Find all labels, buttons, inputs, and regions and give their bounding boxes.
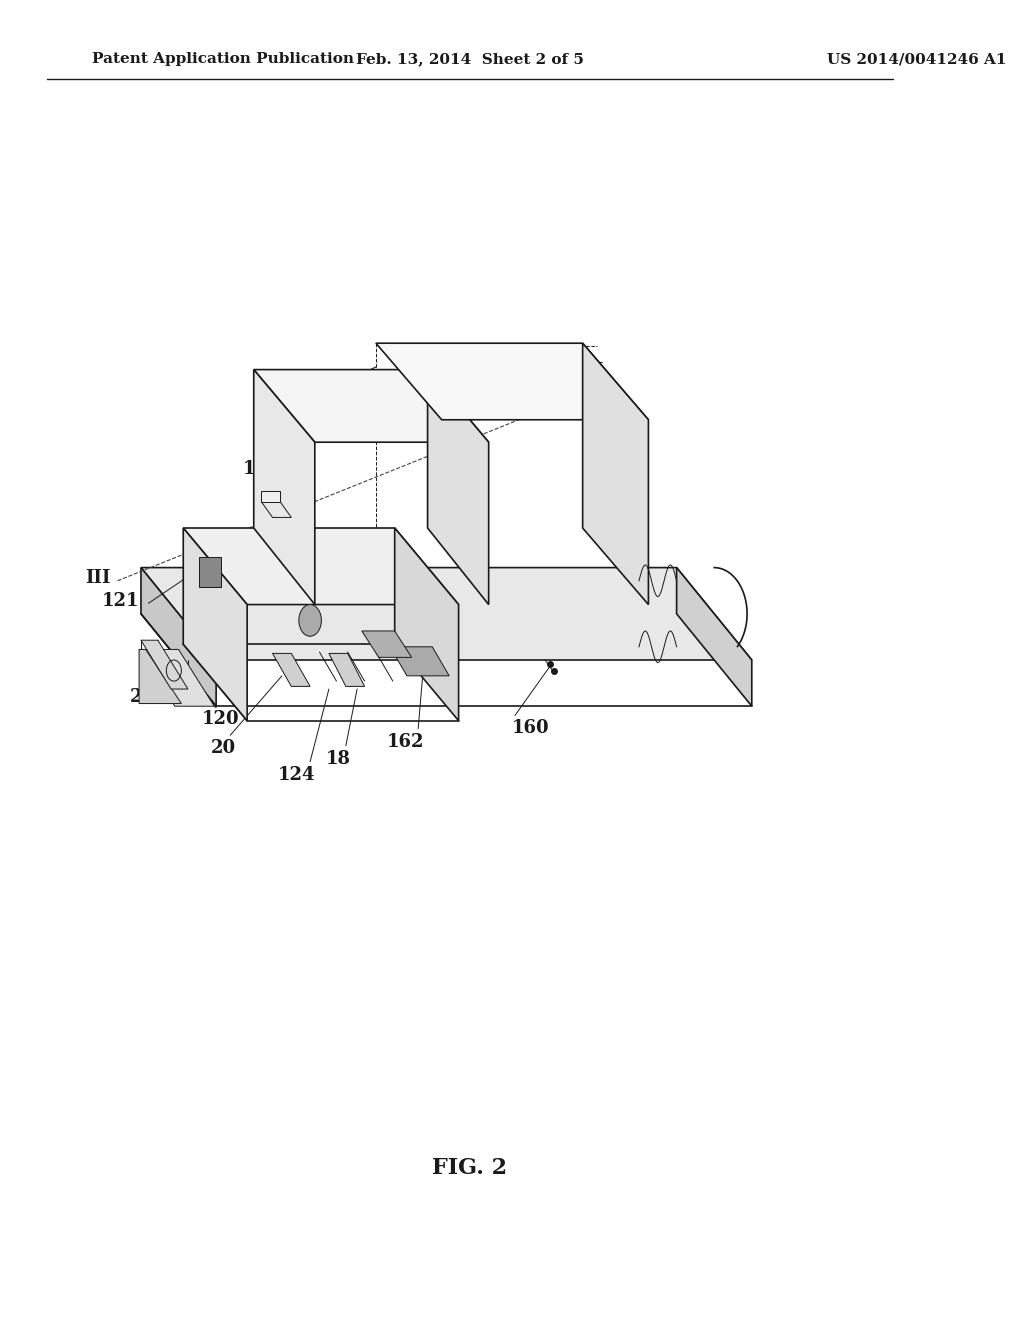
Polygon shape	[361, 631, 412, 657]
Text: 124: 124	[278, 766, 314, 784]
Text: 14: 14	[243, 459, 268, 478]
Polygon shape	[183, 528, 247, 721]
Text: III: III	[578, 362, 603, 380]
Polygon shape	[394, 528, 459, 721]
Polygon shape	[141, 568, 216, 706]
Text: 18: 18	[326, 750, 351, 768]
Text: 162: 162	[387, 733, 425, 751]
Text: 121: 121	[101, 591, 139, 610]
Circle shape	[299, 605, 322, 636]
Polygon shape	[272, 653, 310, 686]
Polygon shape	[583, 343, 648, 605]
Text: III: III	[85, 569, 111, 587]
Text: Patent Application Publication: Patent Application Publication	[92, 53, 354, 66]
Polygon shape	[141, 568, 752, 660]
Polygon shape	[200, 557, 221, 587]
Text: 20: 20	[211, 739, 237, 758]
Polygon shape	[141, 640, 188, 689]
Polygon shape	[261, 502, 291, 517]
Text: 160: 160	[512, 719, 550, 738]
Polygon shape	[329, 653, 365, 686]
Polygon shape	[183, 528, 459, 605]
Polygon shape	[376, 343, 648, 420]
Polygon shape	[254, 370, 488, 442]
Polygon shape	[261, 491, 280, 502]
Polygon shape	[139, 649, 181, 704]
Text: US 2014/0041246 A1: US 2014/0041246 A1	[827, 53, 1007, 66]
Text: 120: 120	[202, 710, 240, 729]
Polygon shape	[677, 568, 752, 706]
Text: 22: 22	[130, 688, 155, 706]
Polygon shape	[390, 647, 450, 676]
Text: 16: 16	[428, 343, 453, 362]
Text: FIG. 2: FIG. 2	[432, 1158, 508, 1179]
Polygon shape	[139, 649, 214, 706]
Text: Feb. 13, 2014  Sheet 2 of 5: Feb. 13, 2014 Sheet 2 of 5	[356, 53, 584, 66]
Polygon shape	[428, 370, 488, 605]
Polygon shape	[254, 370, 314, 605]
